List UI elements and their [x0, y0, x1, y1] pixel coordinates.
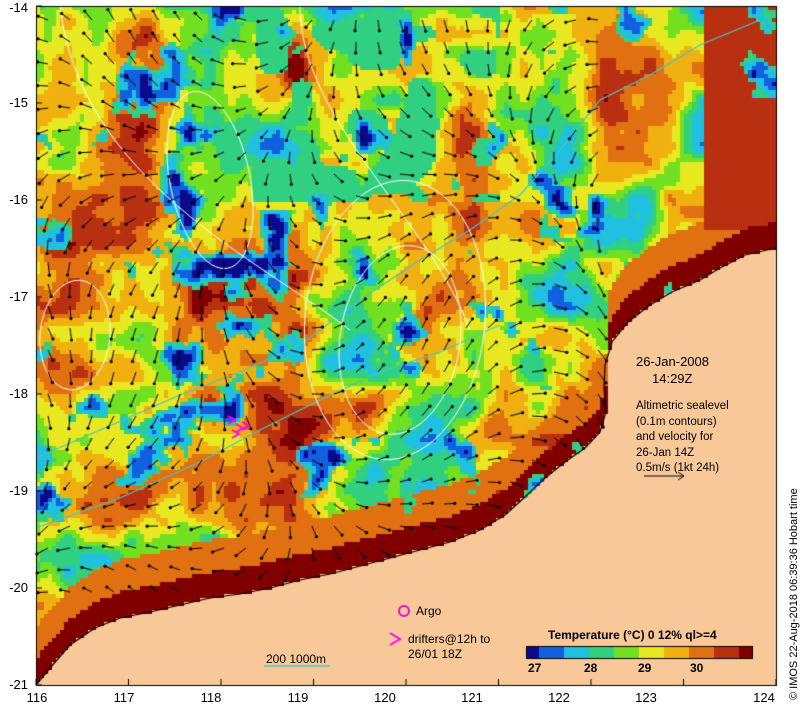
map-time: 14:29Z [652, 371, 693, 386]
colorbar-tick: 29 [638, 661, 652, 675]
velocity-note-line: and velocity for [636, 431, 714, 443]
lon-tick-label: 116 [26, 690, 48, 705]
colorbar-tick: 27 [528, 661, 542, 675]
lon-tick-label: 117 [113, 690, 135, 705]
lat-tick-label: -21 [9, 677, 28, 692]
lon-tick-label: 123 [635, 690, 657, 705]
velocity-note-line: Altimetric sealevel [636, 400, 729, 412]
drifters-label: 26/01 18Z [408, 647, 463, 661]
colorbar-tick: 28 [584, 661, 598, 675]
lon-tick-label: 119 [287, 690, 309, 705]
colorbar-title: Temperature (°C) 0 12% ql>=4 [548, 628, 717, 642]
lat-tick-label: -15 [9, 95, 28, 110]
lon-tick-label: 122 [548, 690, 570, 705]
lat-tick-label: -17 [9, 289, 28, 304]
lat-tick-label: -20 [9, 580, 28, 595]
isobath-label: 200 1000m [266, 652, 327, 666]
colorbar-tick: 30 [690, 661, 704, 675]
lat-tick-label: -14 [9, 0, 28, 15]
credit-text: © IMOS 22-Aug-2018 06:39:36 Hobart time [788, 488, 800, 700]
velocity-note: Altimetric sealevel (0.1m contours) and … [636, 399, 729, 477]
lon-tick-label: 121 [461, 690, 483, 705]
drifters-label: drifters@12h to [408, 632, 491, 646]
lat-tick-label: -19 [9, 483, 28, 498]
lon-tick-label: 120 [374, 690, 396, 705]
lon-tick-label: 124 [753, 690, 775, 705]
lat-tick-label: -16 [9, 192, 28, 207]
lat-tick-label: -18 [9, 386, 28, 401]
velocity-note-line: 0.5m/s (1kt 24h) [636, 462, 720, 474]
lon-tick-label: 118 [200, 690, 222, 705]
map-date: 26-Jan-2008 [636, 354, 709, 369]
velocity-note-line: (0.1m contours) [636, 415, 717, 428]
velocity-note-line: 26-Jan 14Z [636, 446, 695, 459]
argo-label: Argo [416, 604, 442, 618]
